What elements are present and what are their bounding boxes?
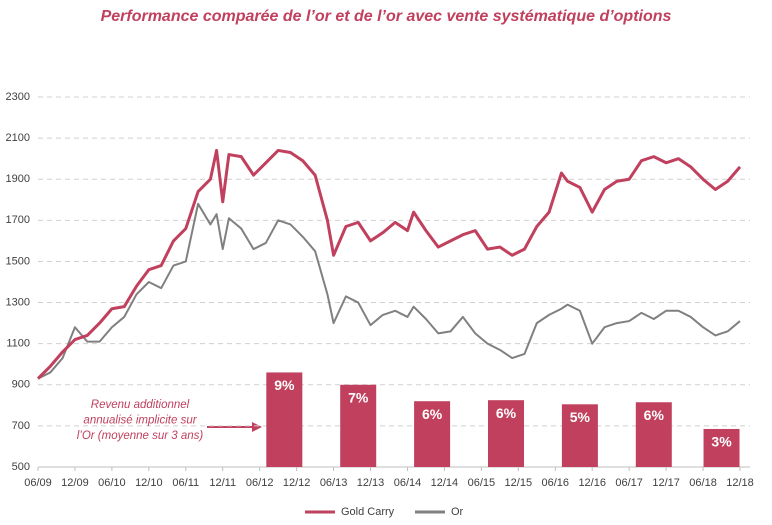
y-tick-label: 700 bbox=[12, 420, 30, 432]
series-line bbox=[36, 148, 742, 380]
bar bbox=[414, 401, 451, 467]
bar bbox=[703, 428, 740, 467]
x-tick-label: 12/10 bbox=[135, 477, 163, 489]
chart-title: Performance comparée de l’or et de l’or … bbox=[101, 8, 672, 25]
y-tick-label: 2100 bbox=[6, 132, 30, 144]
bar bbox=[340, 384, 377, 467]
bar bbox=[561, 404, 598, 467]
x-tick-label: 06/11 bbox=[172, 477, 199, 489]
bar bbox=[635, 402, 672, 467]
legend-label: Or bbox=[451, 506, 464, 518]
x-tick-label: 12/09 bbox=[61, 477, 89, 489]
bar-label: 3% bbox=[711, 434, 732, 450]
x-tick-label: 06/16 bbox=[541, 477, 569, 489]
y-tick-label: 1900 bbox=[6, 173, 30, 185]
x-tick-label: 12/12 bbox=[283, 477, 311, 489]
x-tick-label: 06/10 bbox=[98, 477, 126, 489]
bar-label: 9% bbox=[274, 377, 295, 393]
x-tick-label: 12/15 bbox=[505, 477, 533, 489]
bar bbox=[266, 372, 303, 467]
x-tick-label: 06/15 bbox=[468, 477, 496, 489]
bar-label: 6% bbox=[496, 405, 517, 421]
bar-label: 6% bbox=[422, 406, 443, 422]
y-tick-label: 1700 bbox=[6, 214, 30, 226]
series-line bbox=[37, 202, 741, 380]
y-tick-label: 500 bbox=[12, 461, 30, 473]
x-tick-label: 12/17 bbox=[652, 477, 680, 489]
x-tick-label: 06/18 bbox=[689, 477, 717, 489]
bar-label: 7% bbox=[348, 389, 369, 405]
x-tick-label: 06/09 bbox=[24, 477, 52, 489]
x-tick-label: 06/13 bbox=[320, 477, 348, 489]
x-tick-label: 06/12 bbox=[246, 477, 274, 489]
bar-label: 6% bbox=[644, 407, 665, 423]
annotation: l’Or (moyenne sur 3 ans) bbox=[77, 430, 204, 442]
annotation: annualisé implicite sur bbox=[83, 415, 197, 427]
legend-label: Gold Carry bbox=[341, 506, 395, 518]
annotation: Revenu additionnel bbox=[91, 399, 190, 411]
y-tick-label: 2300 bbox=[6, 91, 30, 103]
x-tick-label: 06/14 bbox=[394, 477, 422, 489]
x-tick-label: 12/14 bbox=[431, 477, 459, 489]
annotation-arrow-head bbox=[252, 422, 262, 432]
x-tick-label: 06/17 bbox=[615, 477, 643, 489]
x-tick-label: 12/18 bbox=[726, 477, 754, 489]
y-tick-label: 1300 bbox=[6, 296, 30, 308]
x-tick-label: 12/13 bbox=[357, 477, 385, 489]
bar-label: 5% bbox=[570, 409, 591, 425]
bar bbox=[488, 400, 524, 467]
y-tick-label: 900 bbox=[12, 379, 30, 391]
y-tick-label: 1500 bbox=[6, 255, 30, 267]
x-tick-label: 12/16 bbox=[578, 477, 606, 489]
y-tick-label: 1100 bbox=[6, 338, 30, 350]
x-tick-label: 12/11 bbox=[209, 477, 236, 489]
